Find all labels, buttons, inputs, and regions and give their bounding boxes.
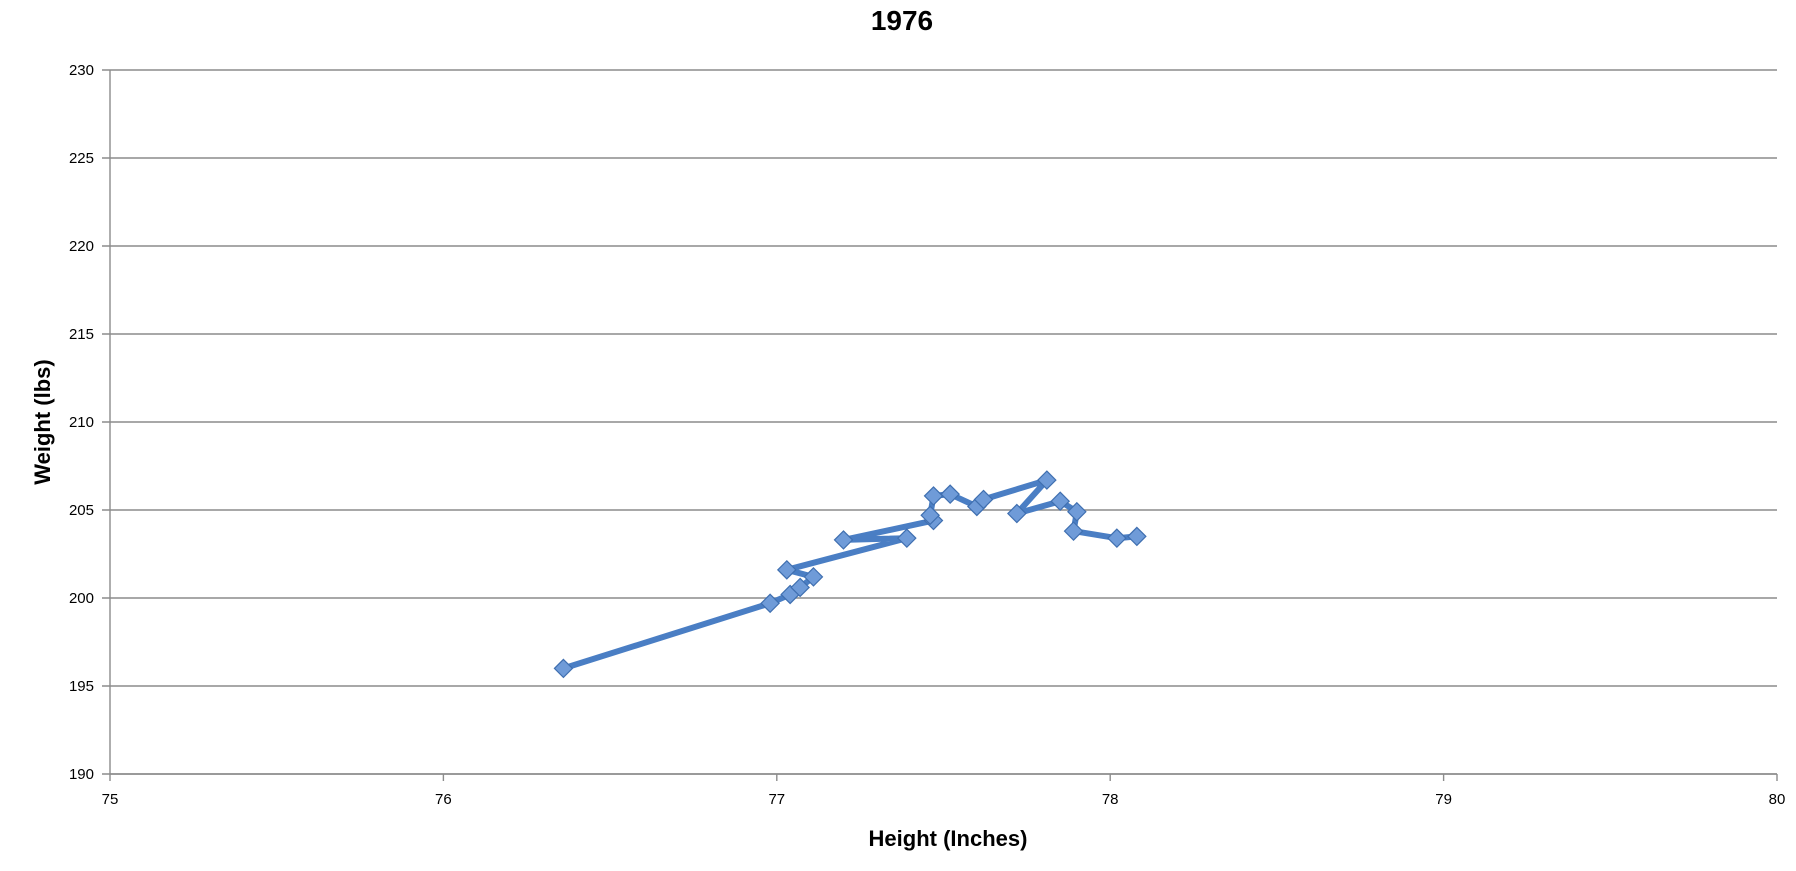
data-point: [1107, 528, 1127, 549]
series: [553, 470, 1147, 679]
x-tick-label: 80: [1769, 791, 1786, 808]
x-tick-label: 78: [1102, 791, 1119, 808]
x-axis-title: Height (Inches): [869, 826, 1028, 851]
data-point: [760, 593, 780, 614]
data-point: [973, 489, 994, 510]
data-point: [1067, 501, 1087, 522]
y-tick-label: 200: [69, 590, 94, 607]
x-tick-label: 75: [102, 791, 119, 808]
data-point: [776, 559, 797, 580]
y-tick-label: 225: [69, 150, 94, 167]
data-point: [1037, 470, 1057, 490]
y-tick-label: 190: [69, 766, 94, 783]
y-tick-label: 195: [69, 678, 94, 695]
data-point: [833, 530, 854, 550]
data-point: [940, 484, 961, 505]
data-point: [1127, 526, 1147, 547]
x-tick-label: 79: [1435, 791, 1452, 808]
y-tick-label: 210: [69, 414, 94, 431]
data-point: [923, 486, 944, 506]
gridlines: [102, 69, 1777, 775]
data-point: [1050, 491, 1071, 512]
data-point: [790, 577, 810, 598]
data-point: [920, 505, 941, 526]
x-tick-label: 77: [768, 791, 785, 808]
x-tick-label: 76: [435, 791, 452, 808]
axes: [109, 70, 1778, 781]
data-point: [896, 528, 917, 549]
tick-labels: 190 195 200 205 210 215 220 225 230 75 76 77 78 79 80: [69, 62, 1785, 808]
data-point: [1063, 521, 1084, 541]
data-point: [553, 658, 574, 679]
data-point: [803, 567, 824, 587]
y-tick-label: 230: [69, 62, 94, 79]
y-tick-label: 220: [69, 238, 94, 255]
y-tick-label: 205: [69, 502, 94, 519]
y-tick-label: 215: [69, 326, 94, 343]
data-point: [1006, 503, 1027, 524]
series-line: [560, 477, 1140, 672]
y-axis-title: Weight (lbs): [30, 359, 55, 484]
chart-title: 1976: [871, 5, 933, 36]
